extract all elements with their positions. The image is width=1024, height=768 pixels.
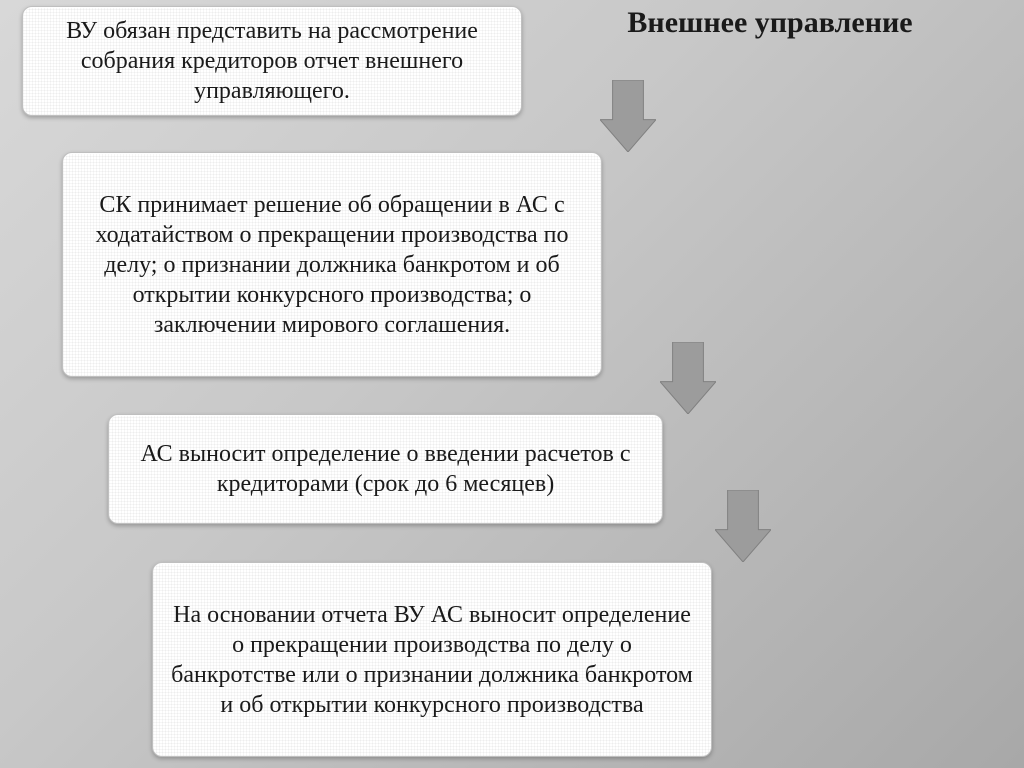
slide: Внешнее управление ВУ обязан представить… [0,0,1024,768]
slide-title: Внешнее управление [570,6,970,41]
flow-arrow-1 [600,80,656,152]
flow-box-1-text: ВУ обязан представить на рассмотрение со… [41,16,503,106]
flow-box-2: СК принимает решение об обращении в АС с… [62,152,602,377]
flow-box-2-text: СК принимает решение об обращении в АС с… [81,190,583,340]
flow-box-1: ВУ обязан представить на рассмотрение со… [22,6,522,116]
flow-box-3-text: АС выносит определение о введении расчет… [127,439,644,499]
flow-box-4: На основании отчета ВУ АС выносит опреде… [152,562,712,757]
flow-arrow-3 [715,490,771,562]
flow-box-3: АС выносит определение о введении расчет… [108,414,663,524]
flow-box-4-text: На основании отчета ВУ АС выносит опреде… [171,600,693,720]
title-line-1: Внешнее [627,6,747,39]
title-line-2: управление [755,6,913,39]
flow-arrow-2 [660,342,716,414]
